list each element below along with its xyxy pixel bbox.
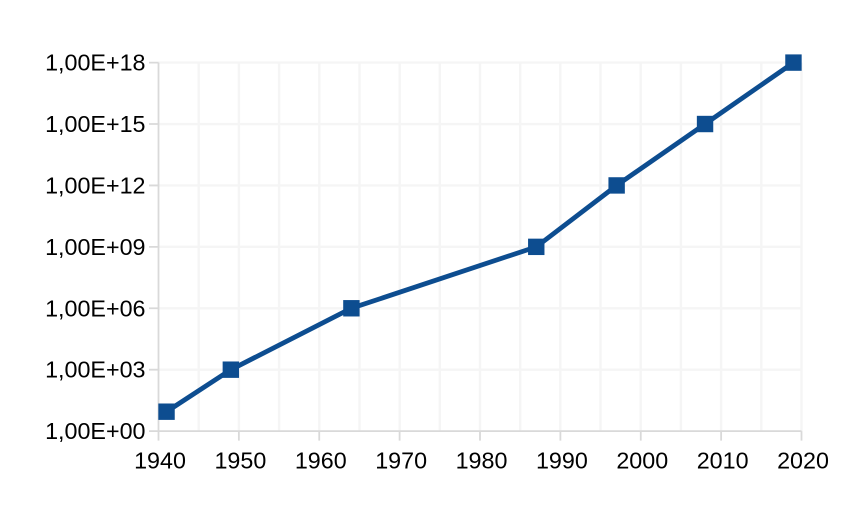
svg-text:1,00E+18: 1,00E+18 xyxy=(45,50,145,76)
svg-text:1,00E+00: 1,00E+00 xyxy=(45,418,145,444)
svg-text:1990: 1990 xyxy=(536,448,588,474)
svg-text:2020: 2020 xyxy=(777,448,829,474)
svg-text:1950: 1950 xyxy=(214,448,266,474)
svg-text:1980: 1980 xyxy=(456,448,508,474)
svg-text:1,00E+15: 1,00E+15 xyxy=(45,111,145,137)
svg-text:1970: 1970 xyxy=(375,448,427,474)
svg-text:2000: 2000 xyxy=(616,448,668,474)
svg-text:1,00E+12: 1,00E+12 xyxy=(45,172,145,198)
svg-text:1940: 1940 xyxy=(134,448,186,474)
svg-text:1,00E+03: 1,00E+03 xyxy=(45,357,145,383)
svg-text:2010: 2010 xyxy=(697,448,749,474)
svg-text:1,00E+06: 1,00E+06 xyxy=(45,295,145,321)
svg-text:1,00E+09: 1,00E+09 xyxy=(45,234,145,260)
svg-text:1960: 1960 xyxy=(295,448,347,474)
